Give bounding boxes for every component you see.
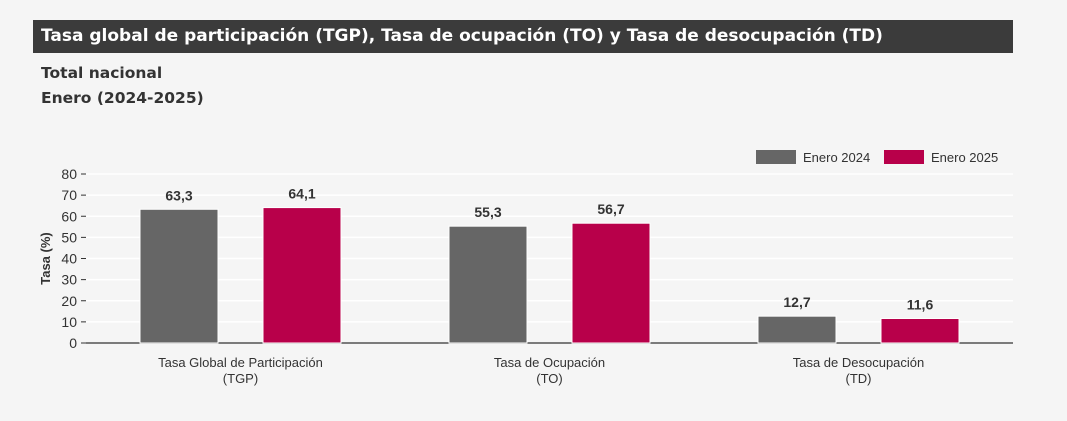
data-label: 55,3: [474, 204, 501, 220]
x-tick-label: (TGP): [223, 371, 258, 386]
y-tick-label: 40: [61, 251, 77, 267]
x-tick-label: Tasa Global de Participación: [158, 355, 323, 370]
data-label: 56,7: [597, 201, 624, 217]
bar-1: [139, 208, 219, 344]
data-label: 63,3: [165, 187, 192, 203]
y-tick-label: 50: [61, 229, 77, 245]
subtitle-period: Enero (2024-2025): [41, 89, 204, 107]
legend-label: Enero 2024: [803, 150, 870, 165]
legend-swatch: [884, 150, 924, 164]
data-label: 11,6: [907, 296, 934, 312]
x-tick-label: (TD): [846, 371, 872, 386]
bar-1: [448, 225, 528, 344]
subtitle-region: Total nacional: [41, 64, 163, 82]
x-tick-label: Tasa de Ocupación: [494, 355, 605, 370]
bar-2: [262, 207, 342, 344]
legend-swatch: [756, 150, 796, 164]
data-label: 64,1: [288, 186, 315, 202]
bar-2: [880, 317, 960, 344]
y-axis-label: Tasa (%): [38, 232, 53, 285]
y-tick-label: 20: [61, 293, 77, 309]
x-tick-label: (TO): [536, 371, 562, 386]
y-tick-label: 0: [69, 335, 77, 351]
y-tick-label: 60: [61, 208, 77, 224]
chart-title: Tasa global de participación (TGP), Tasa…: [33, 20, 1013, 53]
legend-label: Enero 2025: [931, 150, 998, 165]
x-tick-label: Tasa de Desocupación: [793, 355, 925, 370]
y-tick-label: 70: [61, 187, 77, 203]
bar-1: [757, 315, 837, 344]
bar-2: [571, 222, 651, 344]
y-tick-label: 80: [61, 166, 77, 182]
data-label: 12,7: [783, 294, 810, 310]
y-tick-label: 10: [61, 314, 77, 330]
y-tick-label: 30: [61, 272, 77, 288]
